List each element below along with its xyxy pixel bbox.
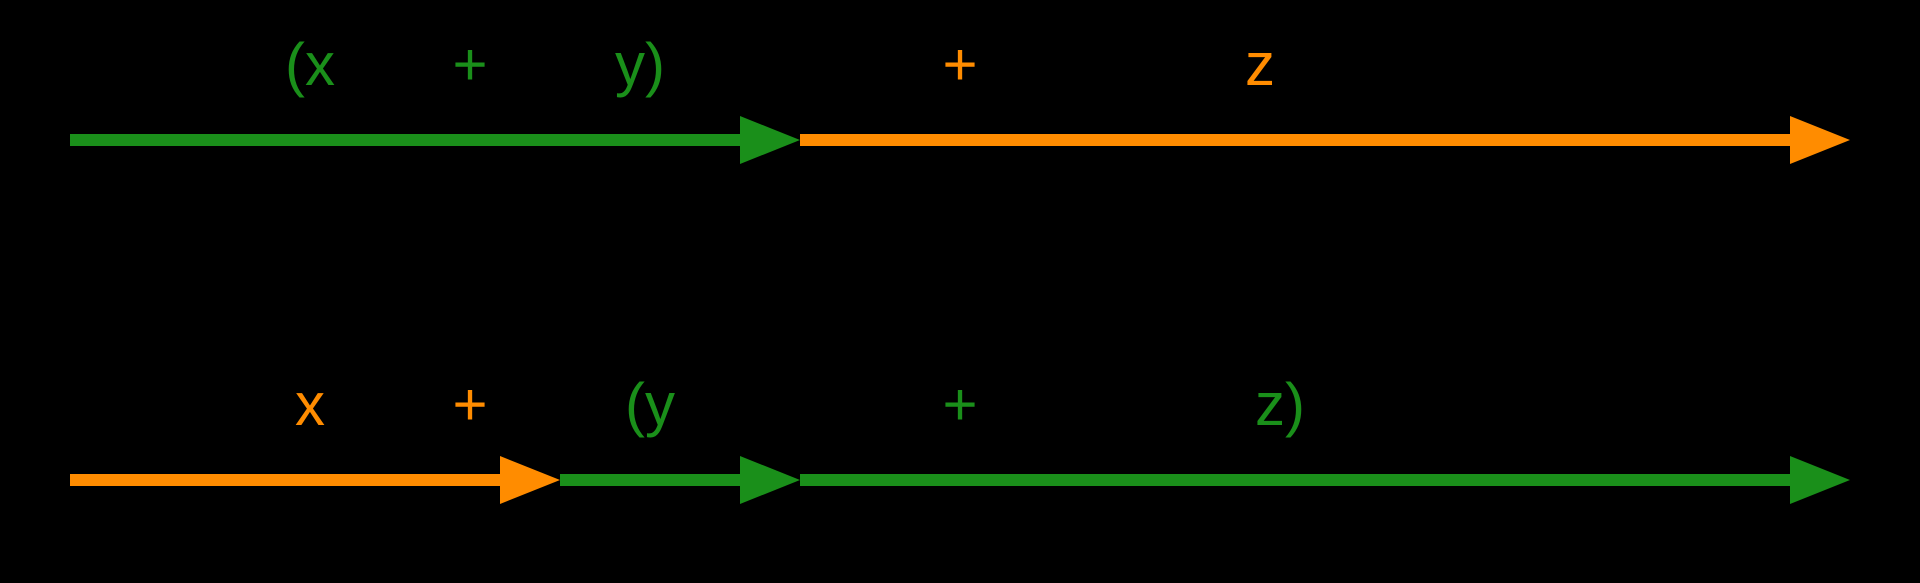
equation-label: +: [942, 371, 977, 438]
equation-label: +: [452, 31, 487, 98]
equation-label: +: [452, 371, 487, 438]
equation-label: z): [1255, 371, 1305, 438]
equation-label: (x: [285, 31, 335, 98]
equation-label: y): [615, 31, 665, 98]
diagram-svg: (x + y) + z x + (y + z): [0, 0, 1920, 583]
equation-label: +: [942, 31, 977, 98]
equation-label: (y: [625, 371, 675, 438]
equation-label: z: [1245, 31, 1275, 98]
equation-label: x: [295, 371, 325, 438]
